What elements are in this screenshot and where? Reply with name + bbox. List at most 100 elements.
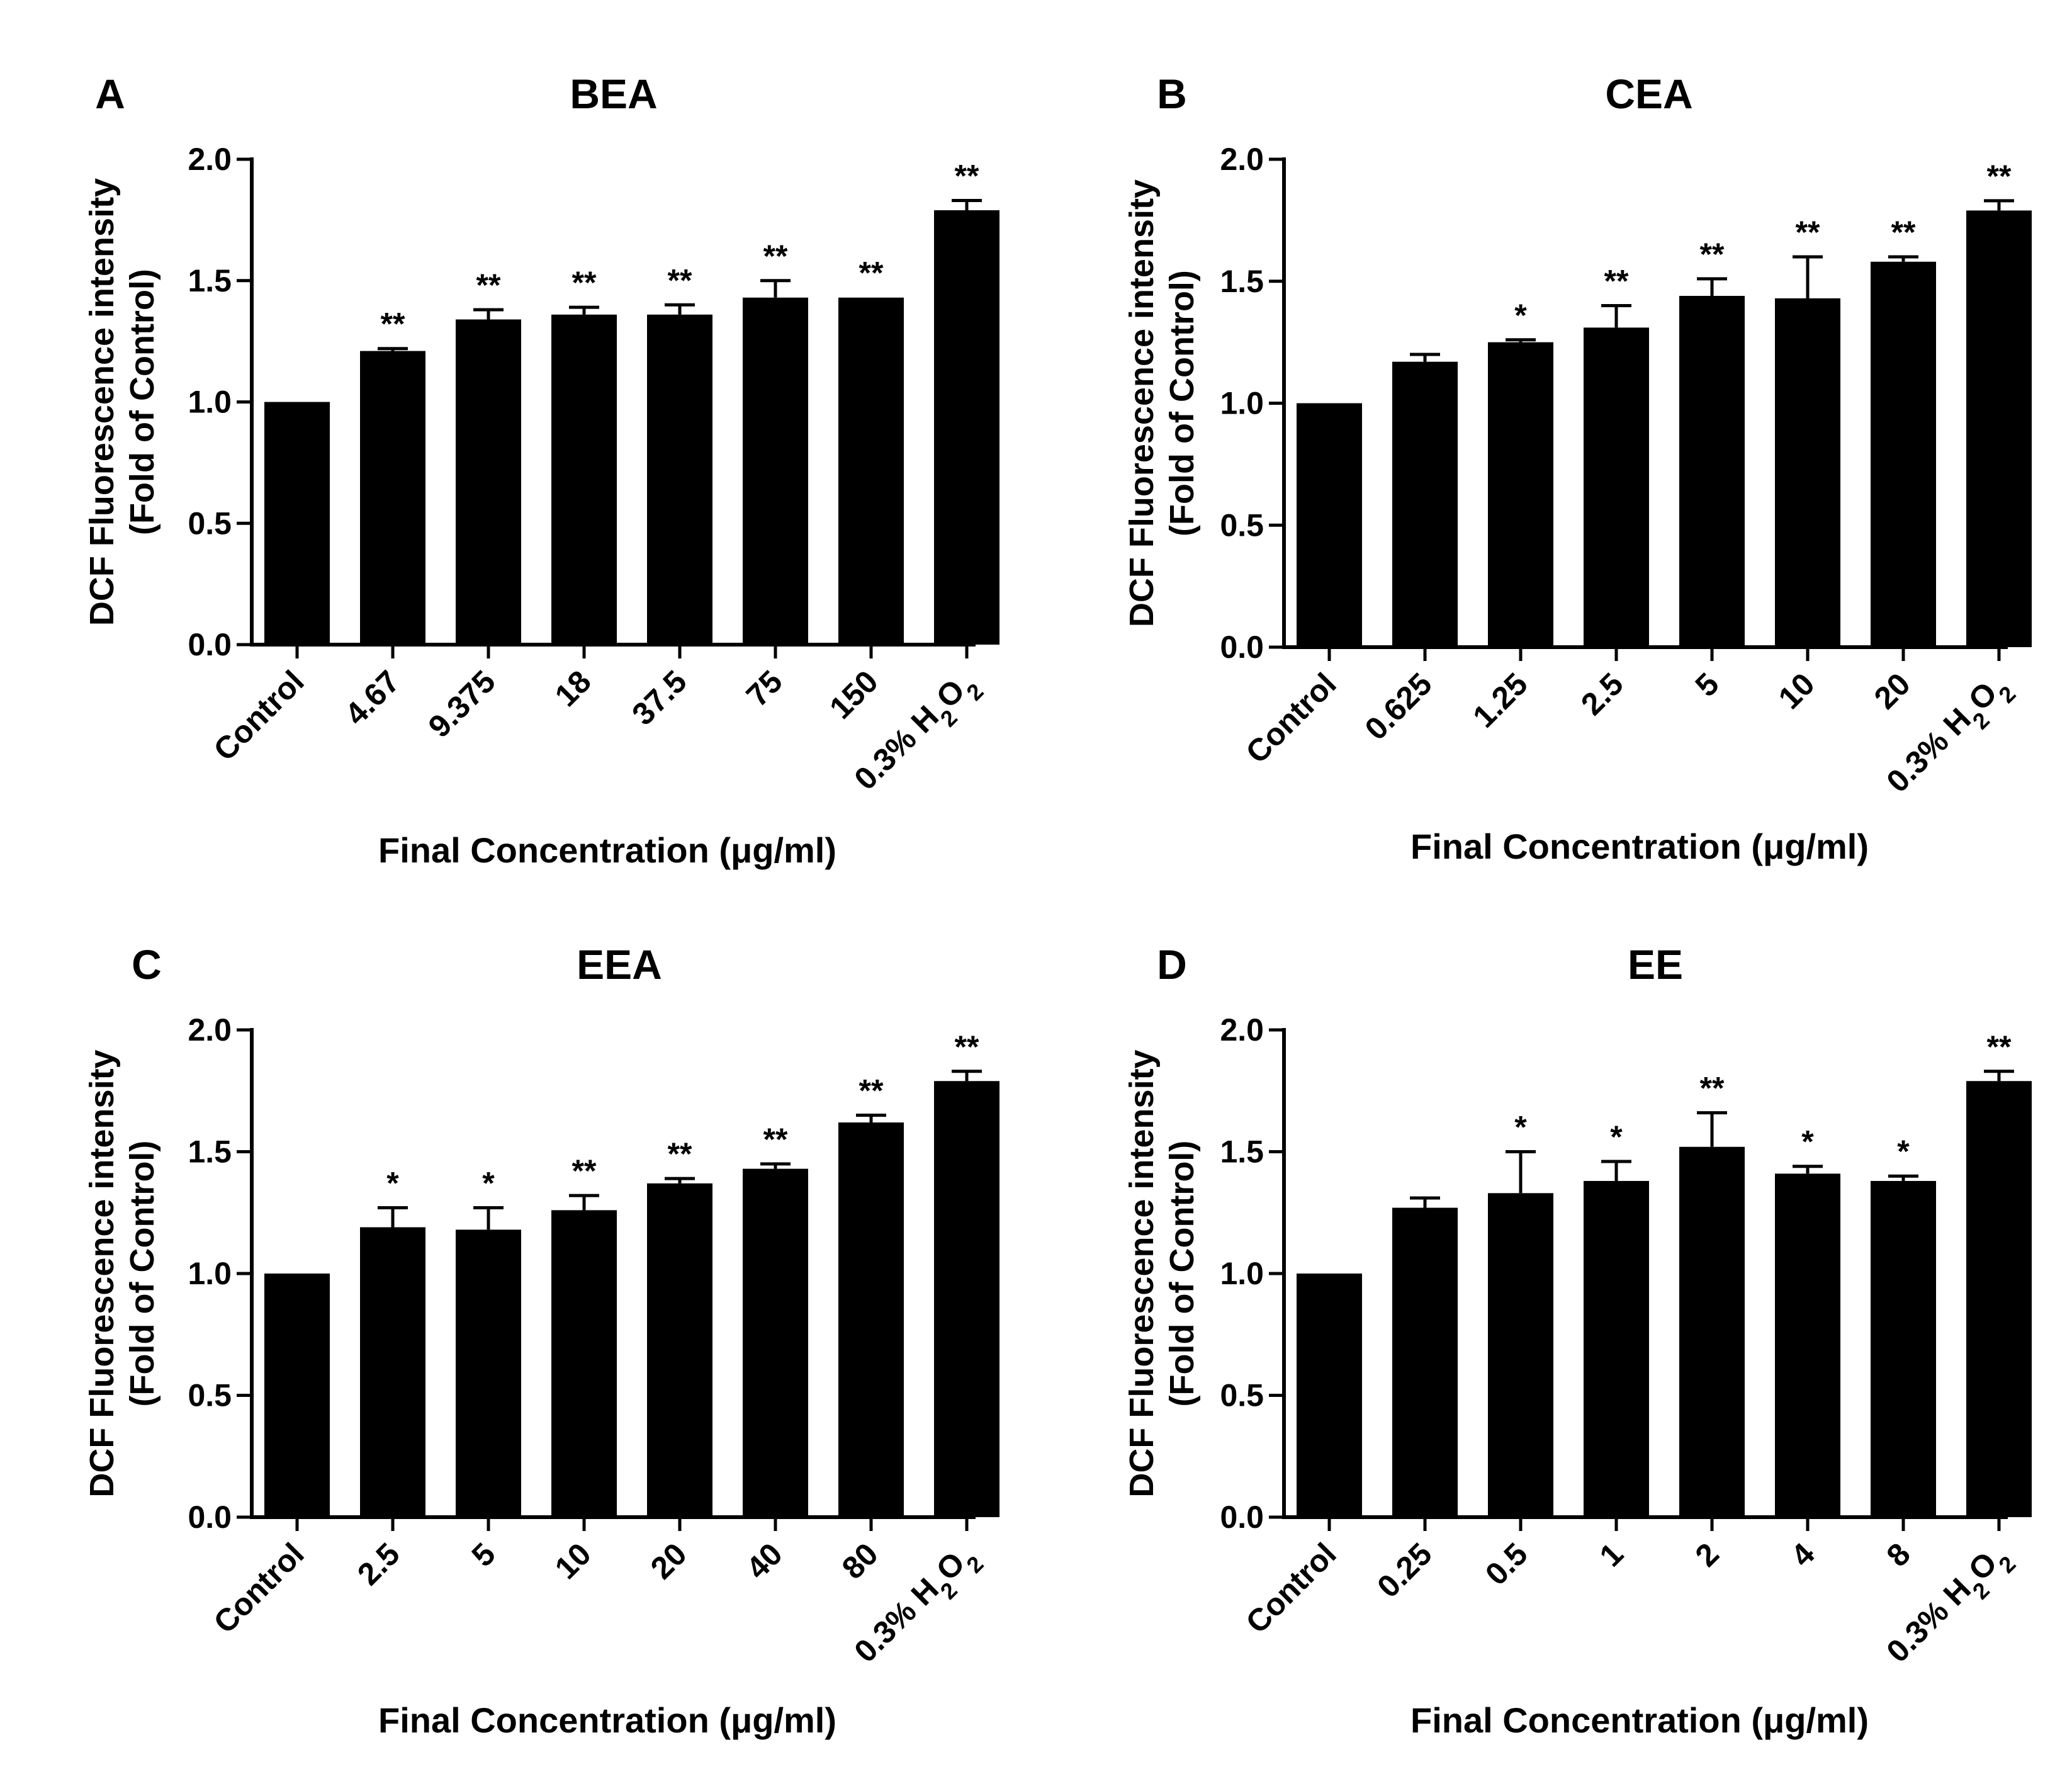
bar [1966,1081,2032,1517]
x-tick-label: 5 [465,1536,502,1573]
bar [743,1168,808,1517]
bar [1966,210,2032,647]
y-tick-label: 1.0 [188,385,232,420]
x-tick-label: 10 [1772,666,1821,716]
bar [647,314,712,645]
x-tick-label: Control [207,664,311,767]
y-axis-label: DCF Fluorescence intensity [83,178,121,626]
x-tick-label: 150 [823,664,885,726]
x-tick-label: 0.625 [1358,666,1439,747]
y-tick-label: 1.5 [188,1134,232,1170]
x-tick-label: Control [1239,1536,1343,1640]
bar [456,319,521,645]
y-axis-label: (Fold of Control) [1163,270,1201,536]
x-axis-label: Final Concentration (μg/ml) [1410,827,1869,866]
bar [1679,1146,1745,1517]
bar [1775,1173,1840,1517]
x-tick-label: 4 [1784,1536,1821,1573]
y-tick-label: 0.0 [188,627,232,662]
bar [1584,1180,1649,1517]
x-tick-label: 40 [740,1536,789,1586]
panel-letter: A [95,71,125,117]
y-tick-label: 0.0 [1220,1500,1264,1535]
significance-label: ** [572,265,597,300]
y-tick-label: 1.5 [1220,1134,1264,1170]
bar [1488,1193,1553,1517]
x-tick-label: 10 [548,1536,598,1586]
bar [1392,361,1458,647]
panel-letter: C [132,941,162,988]
y-axis-label: DCF Fluorescence intensity [1123,179,1161,627]
bar [456,1229,521,1517]
significance-label: ** [1796,215,1820,250]
panel-title: CEA [1605,71,1692,117]
significance-label: ** [572,1153,597,1189]
significance-label: ** [955,1029,979,1065]
x-tick-label: 8 [1880,1536,1917,1573]
x-tick-label: 20 [1867,666,1917,716]
x-tick-label: 2.5 [1574,666,1630,722]
y-axis-label: (Fold of Control) [1163,1141,1201,1407]
x-tick-label: 1.25 [1466,666,1534,734]
bar [1775,298,1840,647]
y-tick-label: 0.5 [1220,1378,1264,1413]
significance-label: ** [763,1122,788,1157]
significance-label: * [1801,1124,1814,1160]
x-axis-label: Final Concentration (μg/ml) [378,1700,836,1740]
y-tick-label: 2.0 [188,142,232,177]
bar [264,1274,330,1517]
y-tick-label: 0.0 [1220,630,1264,665]
x-tick-label: 80 [835,1536,885,1586]
y-tick-label: 2.0 [1220,142,1264,177]
y-tick-label: 1.0 [188,1256,232,1291]
bar [1297,1274,1362,1517]
significance-label: ** [1700,237,1725,272]
significance-label: * [1514,1110,1527,1145]
significance-label: ** [955,159,979,194]
significance-label: ** [668,1136,692,1172]
y-tick-label: 1.5 [188,263,232,298]
bar [934,210,999,645]
bar [1871,261,1936,647]
x-tick-label: 4.67 [338,664,406,732]
bar [551,1210,617,1517]
y-tick-label: 1.5 [1220,264,1264,299]
significance-label: ** [1891,215,1916,250]
significance-label: ** [763,239,788,274]
x-tick-label: 0.25 [1370,1536,1438,1604]
panel-d: D EE 0.0 0.5 1.0 1.5 2.0 DCF Fluorescence inten… [1123,941,2032,1740]
significance-label: ** [859,256,884,291]
y-tick-label: 2.0 [1220,1012,1264,1048]
significance-label: * [482,1166,495,1201]
significance-label: * [1514,298,1527,333]
bar [1488,342,1553,647]
x-tick-label: 18 [548,664,598,713]
bar [360,1227,425,1517]
significance-label: ** [381,307,405,342]
bar [264,402,330,645]
significance-label: ** [859,1073,884,1108]
bar [647,1183,712,1517]
panel-letter: B [1157,71,1187,117]
y-tick-label: 0.5 [188,506,232,541]
x-tick-label: 2.5 [351,1536,407,1592]
bar [360,351,425,645]
y-tick-label: 1.0 [1220,1256,1264,1291]
x-tick-label: 5 [1689,666,1726,703]
significance-label: ** [476,268,501,303]
y-axis-label: DCF Fluorescence intensity [1123,1049,1161,1497]
significance-label: ** [1987,1029,2012,1065]
x-tick-label: 20 [644,1536,694,1586]
bar [934,1081,999,1517]
y-tick-label: 1.0 [1220,386,1264,421]
panel-title: BEA [570,71,657,117]
bar [1584,327,1649,647]
x-tick-label: 9.375 [422,664,502,744]
x-tick-label: 0.5 [1478,1536,1534,1592]
panel-title: EE [1628,941,1683,988]
panel-letter: D [1157,941,1187,988]
x-tick-label: 2 [1689,1536,1726,1573]
significance-label: ** [1987,159,2012,194]
bar [1392,1207,1458,1517]
bar [838,297,904,645]
